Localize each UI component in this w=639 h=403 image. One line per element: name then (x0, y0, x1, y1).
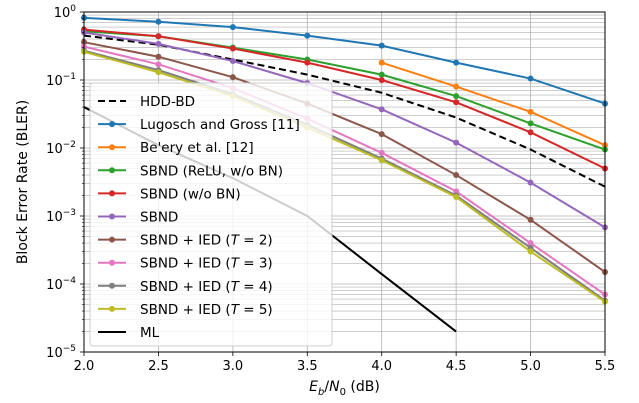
legend-label: SBND + IED (T = 3) (140, 256, 273, 272)
legend-label: HDD-BD (140, 94, 195, 110)
data-point (527, 248, 534, 255)
legend-marker (109, 305, 115, 312)
series-line (83, 49, 606, 302)
data-point (304, 59, 311, 66)
data-point (453, 194, 460, 201)
data-point (453, 139, 460, 146)
legend-marker (109, 121, 115, 128)
data-point (229, 74, 236, 81)
legend-marker (109, 144, 115, 151)
legend-label: SBND + IED (T = 4) (140, 279, 273, 295)
data-point (378, 77, 385, 83)
y-tick-label: 100 (54, 4, 77, 21)
legend-item-sbnd-ied-t-2: SBND + IED (T = 2) (98, 233, 273, 249)
data-point (155, 53, 162, 60)
data-point (527, 240, 534, 247)
y-tick-label: 10−3 (46, 208, 76, 225)
legend-item-sbnd-w-o-bn: SBND (w/o BN) (98, 186, 241, 202)
legend-marker (109, 259, 115, 266)
legend-marker (109, 190, 115, 197)
data-point (155, 69, 162, 76)
legend-item-sbnd-ied-t-4: SBND + IED (T = 4) (98, 279, 273, 295)
legend-item-be-ery-et-al-12: Be'ery et al. [12] (98, 140, 254, 156)
data-point (155, 18, 162, 25)
data-point (155, 33, 162, 40)
series-sbnd (81, 29, 608, 231)
legend-item-hdd-bd: HDD-BD (98, 94, 195, 110)
data-point (378, 131, 385, 138)
data-point (453, 83, 460, 90)
series-line (83, 28, 606, 170)
legend-item-sbnd: SBND (98, 210, 178, 226)
data-point (155, 61, 162, 68)
data-point (378, 149, 385, 156)
data-point (229, 24, 236, 31)
x-tick-label: 2.0 (74, 359, 95, 374)
legend-label: SBND + IED (T = 2) (140, 233, 273, 249)
legend-label: SBND (w/o BN) (140, 186, 241, 202)
legend-box (89, 82, 333, 347)
y-tick-label: 10−5 (46, 344, 76, 361)
x-tick-label: 2.5 (148, 359, 169, 374)
data-point (378, 157, 385, 164)
data-point (378, 59, 385, 66)
y-tick-label: 10−2 (46, 140, 76, 157)
x-tick-label: 5.0 (520, 359, 541, 374)
legend-item-sbnd-ied-t-5: SBND + IED (T = 5) (98, 302, 273, 318)
x-tick-label: 3.5 (297, 359, 318, 374)
series-line (83, 34, 606, 188)
legend-marker (109, 213, 115, 220)
data-point (304, 32, 311, 39)
data-point (378, 42, 385, 49)
data-point (229, 45, 236, 52)
series-line (83, 31, 606, 229)
data-point (229, 58, 236, 65)
legend-label: SBND (140, 210, 178, 226)
y-tick-label: 10−1 (46, 72, 76, 89)
data-point (527, 75, 534, 82)
series-hdd-bd (83, 34, 606, 188)
data-point (453, 188, 460, 195)
data-point (453, 99, 460, 106)
data-point (453, 59, 460, 66)
x-tick-label: 4.5 (446, 359, 467, 374)
legend: HDD-BD Lugosch and Gross [11] Be'ery et al… (89, 82, 333, 347)
series-line (83, 16, 606, 105)
legend-marker (109, 236, 115, 243)
data-point (527, 129, 534, 136)
legend-label: SBND (ReLU, w/o BN) (140, 163, 283, 179)
legend-item-lugosch-and-gross-11: Lugosch and Gross [11] (98, 117, 300, 133)
legend-item-sbnd-relu-w-o-bn: SBND (ReLU, w/o BN) (98, 163, 283, 179)
data-point (527, 120, 534, 127)
axis-ticks: 2.0 2.5 3.0 3.5 4.0 4.5 5.0 5.5 100 10−1 10−2 10−3 1… (46, 4, 615, 374)
legend-item-sbnd-ied-t-3: SBND + IED (T = 3) (98, 256, 273, 272)
data-point (378, 106, 385, 113)
legend-label: Be'ery et al. [12] (140, 140, 254, 156)
data-point (527, 179, 534, 186)
data-point (527, 108, 534, 115)
data-point (453, 172, 460, 179)
x-tick-label: 5.5 (595, 359, 616, 374)
data-point (378, 71, 385, 78)
plot-frame (83, 11, 606, 353)
legend-item-ml: ML (98, 325, 160, 341)
legend-label: SBND + IED (T = 5) (140, 302, 273, 318)
legend-marker (109, 282, 115, 289)
y-axis-label: Block Error Rate (BLER) (15, 100, 31, 264)
data-point (527, 216, 534, 223)
x-tick-label: 4.0 (371, 359, 392, 374)
legend-label: ML (140, 325, 160, 341)
legend-marker (109, 167, 115, 174)
legend-label: Lugosch and Gross [11] (140, 117, 300, 133)
series-line (381, 61, 606, 147)
data-point (453, 93, 460, 100)
series-line (83, 41, 606, 273)
x-axis-label: Eb/N0 (dB) (309, 379, 380, 398)
y-tick-label: 10−4 (46, 276, 76, 293)
series-line (83, 50, 606, 303)
data-point (155, 40, 162, 47)
x-tick-label: 3.0 (223, 359, 244, 374)
series-line (83, 45, 606, 296)
